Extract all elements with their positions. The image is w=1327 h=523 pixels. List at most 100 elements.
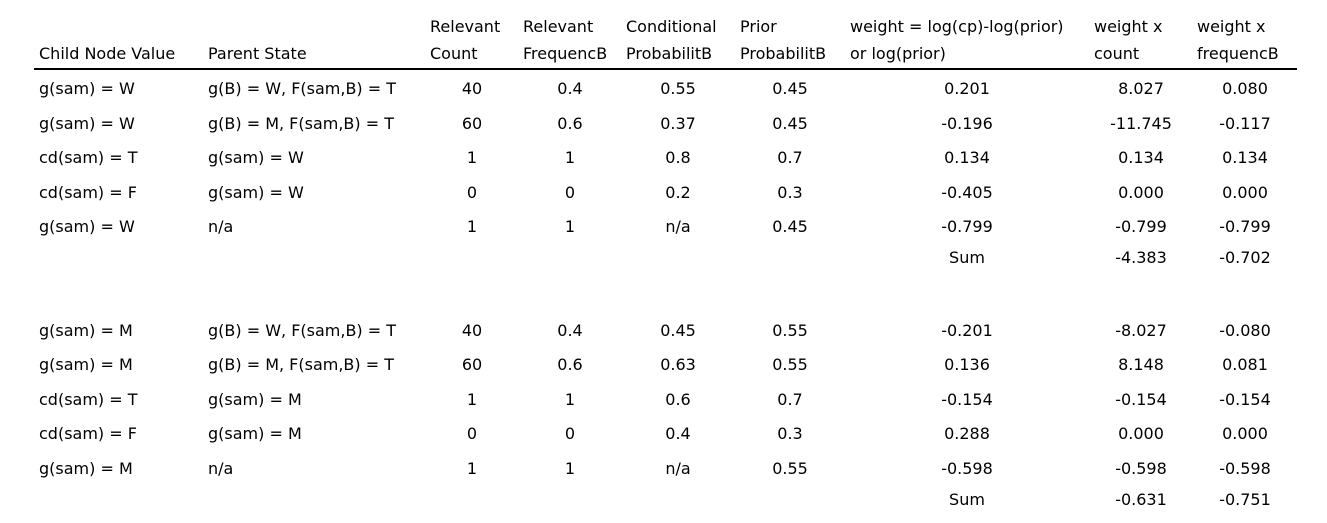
cell-prior: 0.45 (772, 114, 808, 133)
header-freq-line1: Relevant (523, 17, 594, 36)
cell-weight: Sum (949, 248, 985, 267)
cell-child: cd(sam) = T (39, 390, 138, 409)
header-freq-line2: FrequencB (523, 44, 608, 63)
cell-wc: -0.799 (1115, 217, 1167, 236)
cell-wf: -0.751 (1219, 490, 1271, 509)
cell-weight: -0.405 (941, 183, 993, 202)
header-cp-line1: Conditional (626, 17, 717, 36)
cell-parent: g(B) = M, F(sam,B) = T (208, 355, 394, 374)
cell-parent: g(B) = W, F(sam,B) = T (208, 79, 397, 98)
cell-freq: 0 (564, 424, 576, 443)
cell-cp: 0.4 (665, 424, 691, 443)
cell-parent: g(B) = M, F(sam,B) = T (208, 114, 394, 133)
cell-freq: 0.6 (557, 114, 583, 133)
cell-parent: g(sam) = M (208, 390, 302, 409)
cell-weight: 0.201 (944, 79, 990, 98)
cell-count: 40 (461, 321, 483, 340)
cell-wc: 0.134 (1118, 148, 1164, 167)
cell-cp: n/a (665, 217, 691, 236)
header-child-line2: Child Node Value (39, 44, 176, 63)
cell-cp: 0.6 (665, 390, 691, 409)
cell-freq: 0.6 (557, 355, 583, 374)
cell-wf: 0.134 (1222, 148, 1268, 167)
cell-child: cd(sam) = F (39, 424, 137, 443)
cell-cp: 0.2 (665, 183, 691, 202)
cell-child: cd(sam) = F (39, 183, 137, 202)
cell-prior: 0.45 (772, 79, 808, 98)
cell-prior: 0.45 (772, 217, 808, 236)
cell-wc: -8.027 (1115, 321, 1167, 340)
cell-wc: -0.598 (1115, 459, 1167, 478)
header-prior-line1: Prior (740, 17, 777, 36)
cell-weight: -0.201 (941, 321, 993, 340)
cell-wc: 8.027 (1118, 79, 1164, 98)
cell-child: g(sam) = W (39, 114, 135, 133)
cell-cp: 0.55 (660, 79, 696, 98)
cell-prior: 0.55 (772, 355, 808, 374)
cell-parent: n/a (208, 459, 234, 478)
cell-child: g(sam) = M (39, 355, 133, 374)
header-wf-line1: weight x (1197, 17, 1266, 36)
cell-weight: 0.136 (944, 355, 990, 374)
header-underline (34, 68, 1297, 70)
cell-wf: -0.154 (1219, 390, 1271, 409)
cell-count: 40 (461, 79, 483, 98)
cell-freq: 1 (564, 217, 576, 236)
cell-child: cd(sam) = T (39, 148, 138, 167)
cell-freq: 0.4 (557, 321, 583, 340)
cell-weight: -0.196 (941, 114, 993, 133)
cell-cp: 0.37 (660, 114, 696, 133)
cell-wf: -0.799 (1219, 217, 1271, 236)
cell-cp: 0.8 (665, 148, 691, 167)
cell-freq: 1 (564, 148, 576, 167)
cell-weight: 0.134 (944, 148, 990, 167)
cell-wc: -0.631 (1115, 490, 1167, 509)
cell-wf: 0.000 (1222, 424, 1268, 443)
cell-wf: 0.081 (1222, 355, 1268, 374)
cell-count: 0 (466, 183, 478, 202)
cell-wf: -0.702 (1219, 248, 1271, 267)
cell-cp: 0.45 (660, 321, 696, 340)
cell-parent: g(sam) = M (208, 424, 302, 443)
header-wc-line1: weight x (1094, 17, 1163, 36)
cell-weight: Sum (949, 490, 985, 509)
cell-weight: 0.288 (944, 424, 990, 443)
cell-wf: 0.000 (1222, 183, 1268, 202)
header-wf-line2: frequencB (1197, 44, 1279, 63)
cell-weight: -0.598 (941, 459, 993, 478)
header-weight-line2: or log(prior) (850, 44, 946, 63)
cell-prior: 0.7 (777, 148, 803, 167)
cell-count: 1 (466, 390, 478, 409)
cell-count: 1 (466, 148, 478, 167)
header-weight-line1: weight = log(cp)-log(prior) (850, 17, 1064, 36)
cell-child: g(sam) = W (39, 79, 135, 98)
cell-wc: -0.154 (1115, 390, 1167, 409)
cell-wc: -4.383 (1115, 248, 1167, 267)
cell-wf: -0.080 (1219, 321, 1271, 340)
header-parent-line2: Parent State (208, 44, 307, 63)
cell-prior: 0.7 (777, 390, 803, 409)
cell-child: g(sam) = M (39, 321, 133, 340)
cell-count: 1 (466, 459, 478, 478)
cell-weight: -0.154 (941, 390, 993, 409)
cell-cp: n/a (665, 459, 691, 478)
cell-count: 60 (461, 114, 483, 133)
cell-parent: n/a (208, 217, 234, 236)
cell-prior: 0.55 (772, 459, 808, 478)
cell-wf: -0.117 (1219, 114, 1271, 133)
cell-count: 1 (466, 217, 478, 236)
cell-parent: g(sam) = W (208, 148, 304, 167)
cell-wf: 0.080 (1222, 79, 1268, 98)
cell-wf: -0.598 (1219, 459, 1271, 478)
cell-child: g(sam) = W (39, 217, 135, 236)
cell-parent: g(B) = W, F(sam,B) = T (208, 321, 397, 340)
cell-freq: 0.4 (557, 79, 583, 98)
cell-cp: 0.63 (660, 355, 696, 374)
cell-freq: 0 (564, 183, 576, 202)
cell-wc: 0.000 (1118, 424, 1164, 443)
cell-parent: g(sam) = W (208, 183, 304, 202)
header-count-line1: Relevant (430, 17, 501, 36)
cell-weight: -0.799 (941, 217, 993, 236)
cell-freq: 1 (564, 459, 576, 478)
